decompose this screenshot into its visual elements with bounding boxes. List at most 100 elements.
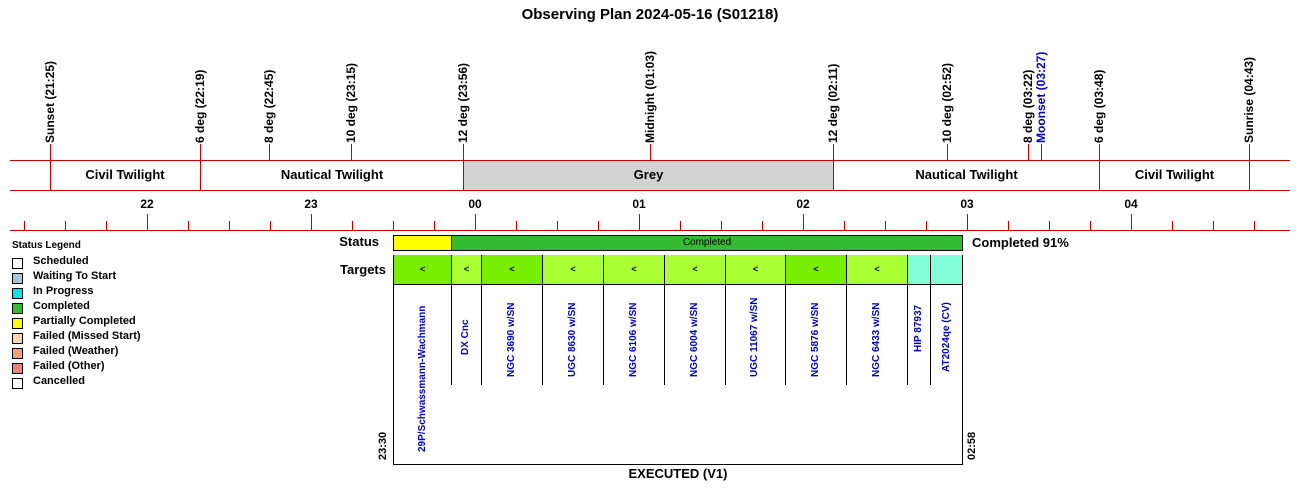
target-marker: <	[692, 264, 698, 274]
hour-minor-tick	[516, 221, 517, 231]
event-12deg-morning-label: 12 deg (02:11)	[826, 63, 840, 143]
target-name[interactable]: NGC 6433 w/SN	[871, 302, 882, 377]
target-cell-ngc-6433[interactable]: <	[847, 255, 908, 285]
hour-minor-tick	[1254, 221, 1255, 231]
hour-minor-tick	[1172, 221, 1173, 231]
event-sunset-label: Sunset (21:25)	[43, 60, 57, 143]
target-divider	[542, 285, 543, 385]
band-nautical-twilight-morning: Nautical Twilight	[915, 167, 1018, 182]
status-partial-segment[interactable]	[393, 235, 452, 251]
target-cell-at2024qe[interactable]	[931, 255, 962, 285]
target-name[interactable]: HIP 87937	[913, 304, 924, 352]
target-cell-ugc-11067[interactable]: <	[726, 255, 786, 285]
event-tick	[1099, 144, 1100, 190]
band-grey: Grey	[463, 161, 834, 190]
target-marker: <	[509, 264, 515, 274]
event-8deg-morning-label: 8 deg (03:22)	[1021, 69, 1035, 143]
hour-minor-tick	[1049, 221, 1050, 231]
target-divider	[664, 285, 665, 385]
hour-label: 01	[632, 197, 646, 211]
hour-minor-tick	[188, 221, 189, 231]
plan-start-time: 23:30	[377, 431, 389, 460]
target-cell-ngc-5876[interactable]: <	[786, 255, 847, 285]
target-cell-ngc-6004[interactable]: <	[665, 255, 726, 285]
hour-label: 02	[796, 197, 810, 211]
target-name[interactable]: DX Cnc	[460, 319, 471, 355]
status-completed-segment[interactable]: Completed	[451, 235, 963, 251]
target-name[interactable]: NGC 6106 w/SN	[628, 302, 639, 377]
target-divider	[907, 285, 908, 385]
event-tick	[1028, 144, 1029, 160]
legend-label: Waiting To Start	[33, 270, 117, 282]
target-name[interactable]: NGC 3690 w/SN	[506, 302, 517, 377]
hour-major-tick	[639, 214, 640, 231]
hour-minor-tick	[721, 221, 722, 231]
target-marker: <	[874, 264, 880, 274]
target-name[interactable]: AT2024qe (CV)	[941, 302, 952, 372]
target-name[interactable]: NGC 6004 w/SN	[689, 302, 700, 377]
event-tick	[200, 144, 201, 190]
legend-title: Status Legend	[12, 240, 81, 251]
hour-major-tick	[1131, 214, 1132, 231]
hour-minor-tick	[434, 221, 435, 231]
legend-swatch	[12, 333, 23, 344]
hour-minor-tick	[1008, 221, 1009, 231]
event-10deg-evening-label: 10 deg (23:15)	[344, 62, 358, 143]
hour-minor-tick	[762, 221, 763, 231]
target-cell-29p[interactable]: <	[394, 255, 452, 285]
legend-swatch	[12, 363, 23, 374]
hour-minor-tick	[926, 221, 927, 231]
hour-label: 22	[140, 197, 154, 211]
status-row-label: Status	[339, 234, 379, 249]
hour-label: 00	[468, 197, 482, 211]
status-completed-text: Completed	[682, 237, 732, 248]
target-divider	[451, 285, 452, 385]
target-name[interactable]: UGC 11067 w/SN	[749, 297, 760, 377]
legend-swatch	[12, 348, 23, 359]
event-tick	[463, 144, 464, 160]
target-cell-dx-cnc[interactable]: <	[452, 255, 482, 285]
target-divider	[930, 285, 931, 385]
target-cell-ugc-8630[interactable]: <	[543, 255, 604, 285]
legend-label: Completed	[33, 300, 90, 312]
event-midnight-label: Midnight (01:03)	[643, 51, 657, 143]
target-name[interactable]: 29P/Schwassmann-Wachmann	[417, 305, 428, 452]
hour-minor-tick	[885, 221, 886, 231]
hour-label: 23	[304, 197, 318, 211]
targets-bottom-line	[394, 284, 962, 285]
scale-bottom-line	[10, 230, 1290, 231]
legend-label: Failed (Weather)	[33, 345, 119, 357]
target-marker: <	[570, 264, 576, 274]
target-marker: <	[813, 264, 819, 274]
legend-label: Cancelled	[33, 375, 85, 387]
event-tick	[1041, 144, 1042, 160]
event-8deg-evening-label: 8 deg (22:45)	[262, 69, 276, 143]
target-name[interactable]: UGC 8630 w/SN	[567, 302, 578, 377]
target-cell-ngc-6106[interactable]: <	[604, 255, 665, 285]
target-marker: <	[463, 264, 470, 274]
legend-label: In Progress	[33, 285, 94, 297]
hour-minor-tick	[229, 221, 230, 231]
hour-major-tick	[967, 214, 968, 231]
band-bottom-line	[10, 190, 1290, 191]
hour-minor-tick	[393, 221, 394, 231]
target-name[interactable]: NGC 5876 w/SN	[810, 302, 821, 377]
target-marker: <	[419, 264, 426, 274]
hour-minor-tick	[557, 221, 558, 231]
band-civil-twilight-evening: Civil Twilight	[85, 167, 165, 182]
legend-label: Failed (Other)	[33, 360, 105, 372]
hour-minor-tick	[24, 221, 25, 231]
hour-minor-tick	[270, 221, 271, 231]
legend-swatch	[12, 288, 23, 299]
plan-end-time: 02:58	[966, 431, 978, 460]
target-divider	[785, 285, 786, 385]
legend-label: Failed (Missed Start)	[33, 330, 141, 342]
target-cell-ngc-3690[interactable]: <	[482, 255, 543, 285]
event-tick	[351, 144, 352, 160]
hour-minor-tick	[65, 221, 66, 231]
status-summary: Completed 91%	[972, 235, 1069, 250]
legend-swatch	[12, 273, 23, 284]
hour-minor-tick	[680, 221, 681, 231]
target-cell-hip-87937[interactable]	[908, 255, 931, 285]
event-tick	[1249, 144, 1250, 190]
